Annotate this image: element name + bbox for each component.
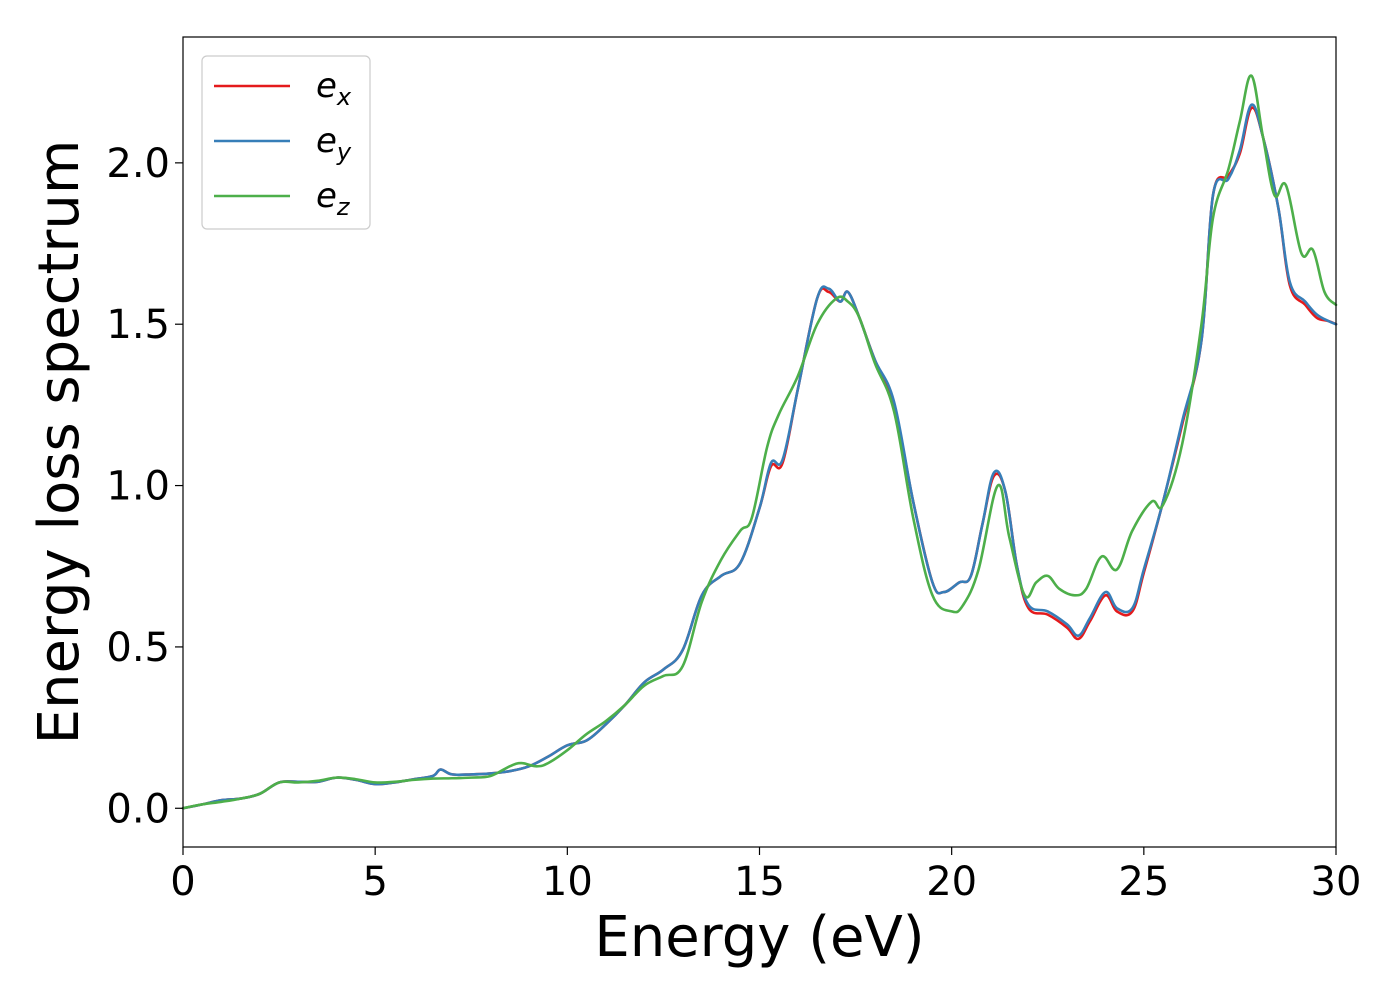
x-tick-label: 30 bbox=[1311, 859, 1362, 905]
x-tick-label: 25 bbox=[1118, 859, 1169, 905]
y-tick-label: 1.5 bbox=[106, 302, 170, 348]
x-tick-label: 15 bbox=[734, 859, 785, 905]
y-tick-label: 0.5 bbox=[106, 625, 170, 671]
y-tick-label: 0.0 bbox=[106, 786, 170, 832]
series-layer bbox=[181, 74, 1338, 810]
y-tick-label: 2.0 bbox=[106, 141, 170, 187]
x-axis: 0 5 10 15 20 25 30 bbox=[170, 847, 1361, 905]
x-tick-label: 10 bbox=[542, 859, 593, 905]
legend: ex ey ez bbox=[201, 55, 371, 230]
legend-label-y: ey bbox=[316, 121, 352, 166]
legend-label-z: ez bbox=[316, 176, 351, 221]
y-axis-label: Energy loss spectrum bbox=[27, 140, 92, 745]
series-line-z bbox=[181, 74, 1338, 810]
x-tick-label: 0 bbox=[170, 859, 195, 905]
legend-label-x: ex bbox=[316, 66, 352, 111]
x-tick-label: 5 bbox=[362, 859, 387, 905]
legend-box bbox=[201, 55, 371, 230]
x-axis-label: Energy (eV) bbox=[594, 905, 924, 970]
y-axis: 0.0 0.5 1.0 1.5 2.0 bbox=[106, 141, 183, 832]
y-tick-label: 1.0 bbox=[106, 464, 170, 510]
x-tick-label: 20 bbox=[926, 859, 977, 905]
